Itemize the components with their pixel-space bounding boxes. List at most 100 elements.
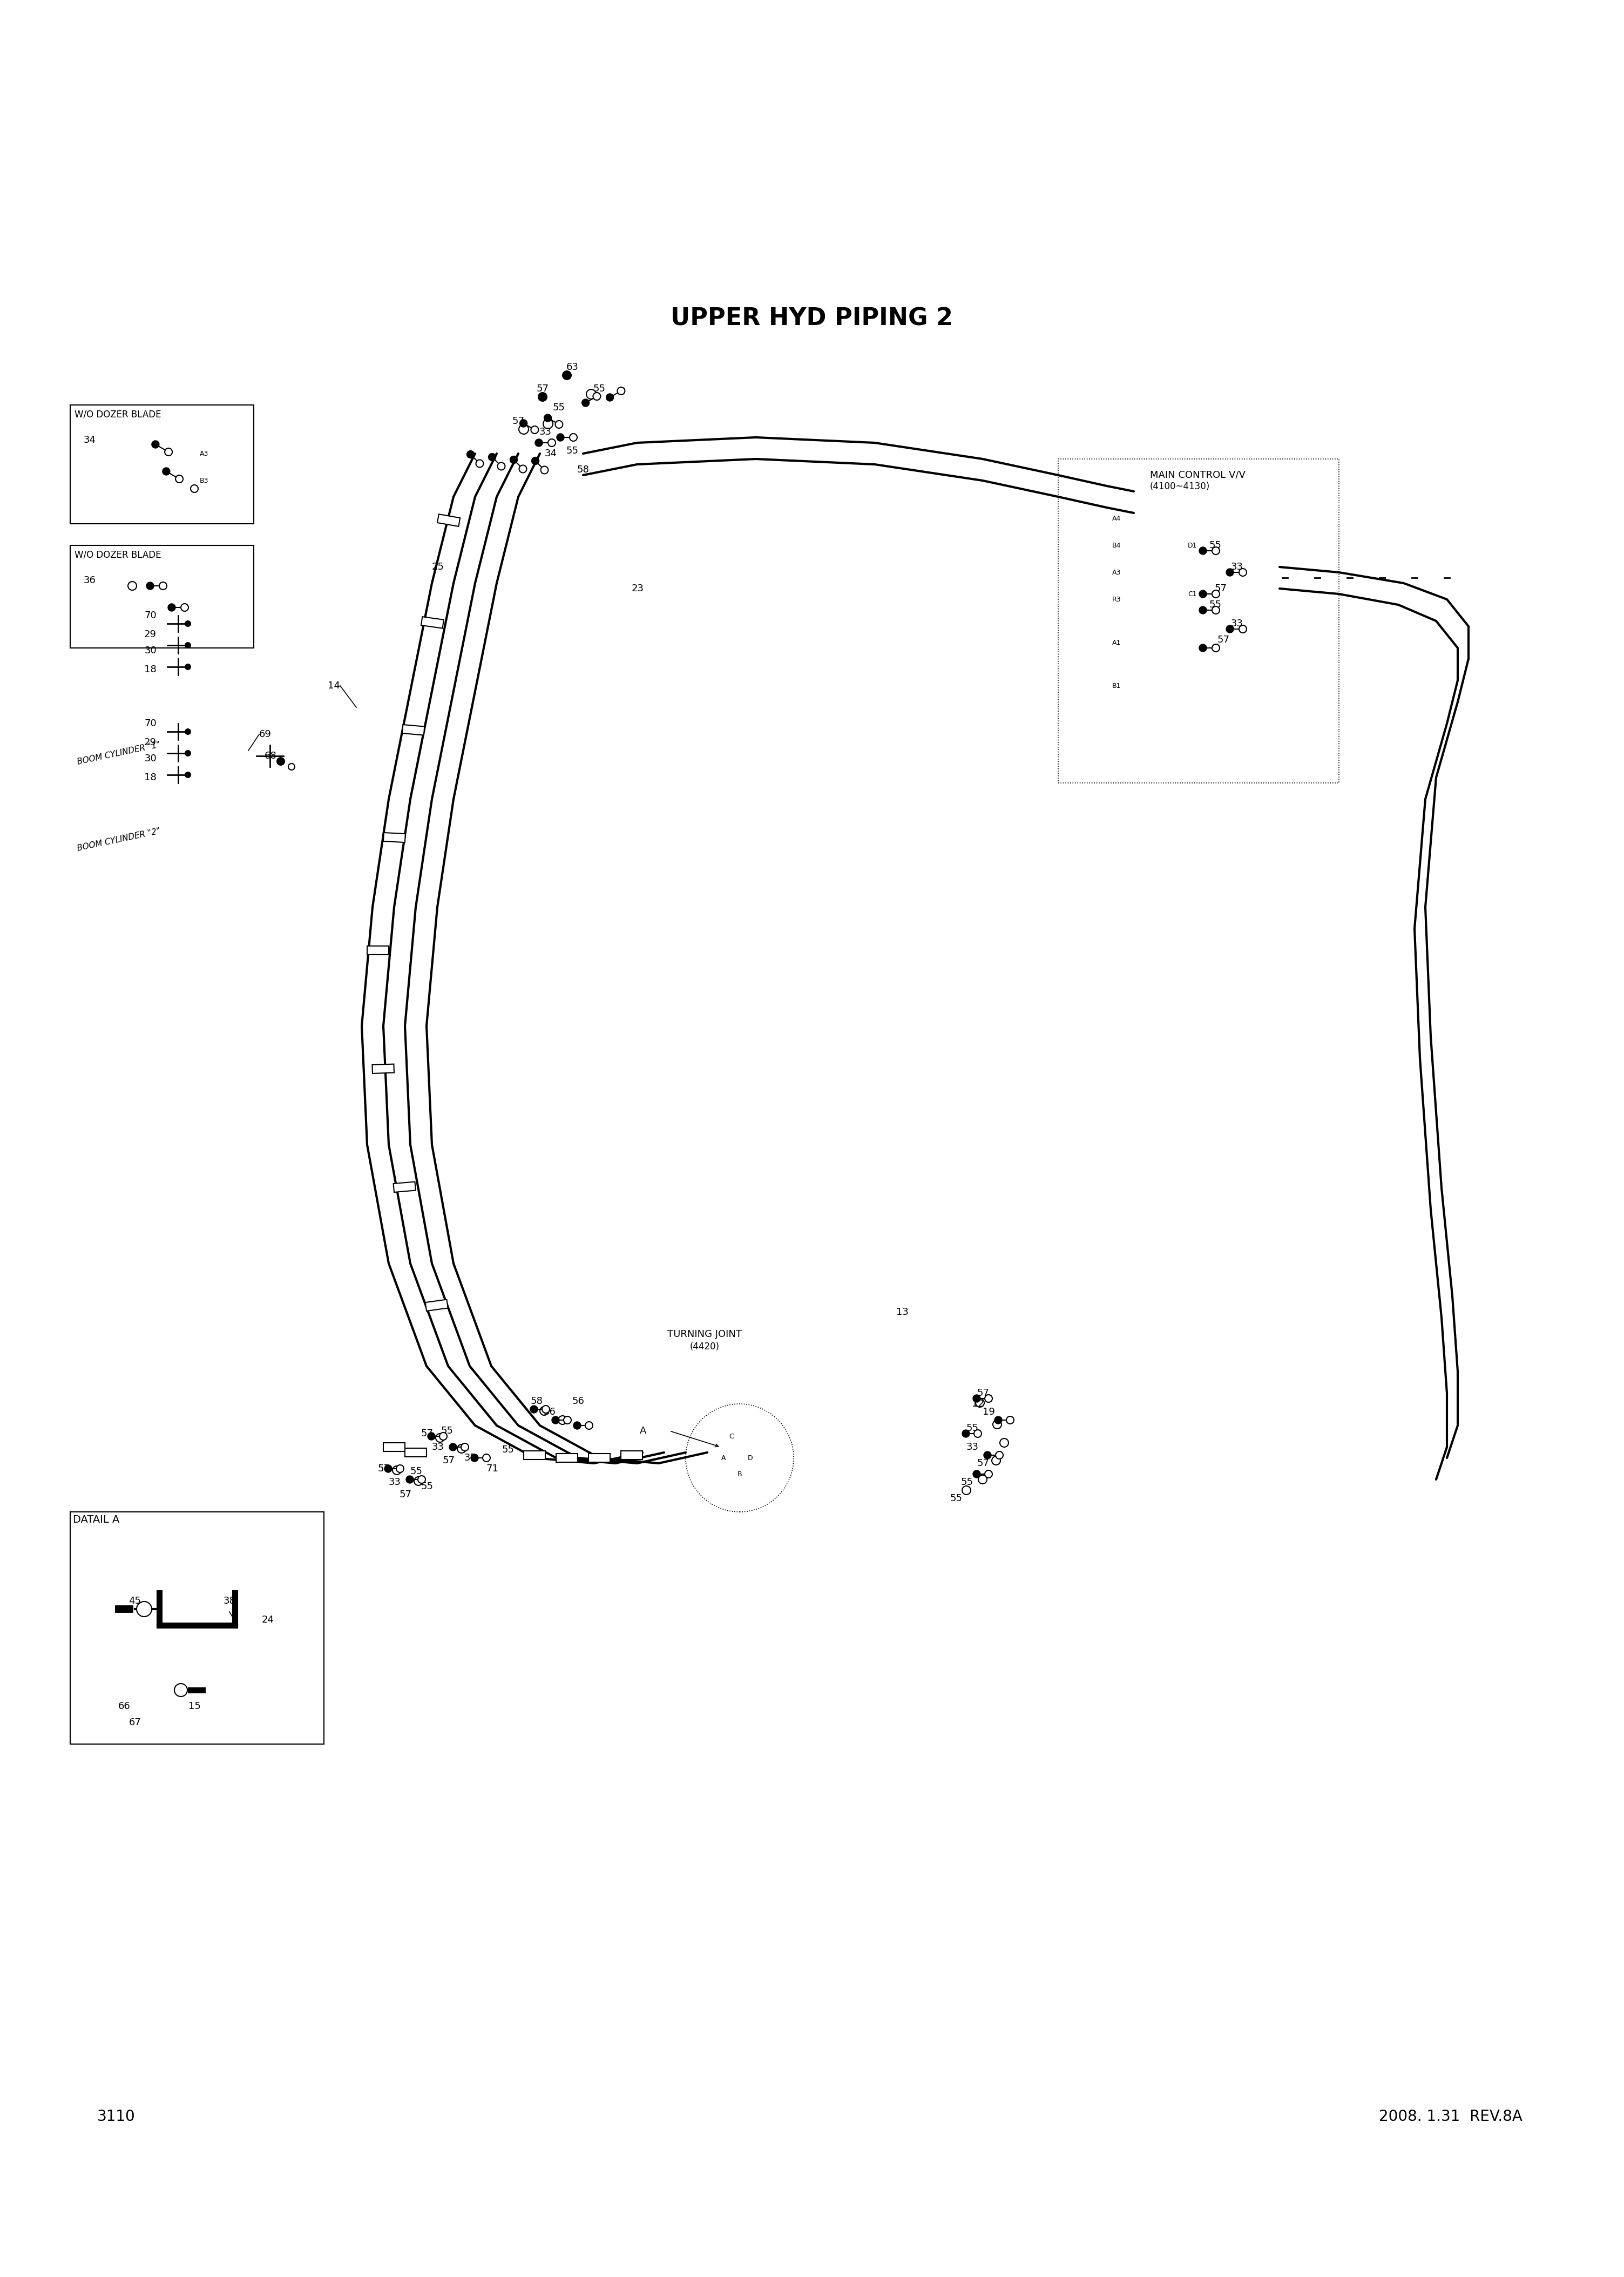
Circle shape — [1226, 569, 1234, 576]
Text: 57: 57 — [978, 1460, 989, 1469]
Bar — [425, 1300, 448, 1312]
Circle shape — [547, 439, 555, 446]
Circle shape — [1199, 644, 1207, 651]
Bar — [404, 1448, 427, 1457]
Text: A1: A1 — [1112, 640, 1121, 647]
Text: MAIN CONTROL V/V: MAIN CONTROL V/V — [1150, 469, 1246, 480]
Text: 57: 57 — [443, 1455, 455, 1466]
Text: 68: 68 — [265, 751, 276, 761]
Circle shape — [552, 1416, 559, 1423]
Bar — [393, 1182, 416, 1193]
Circle shape — [466, 451, 474, 458]
Circle shape — [606, 394, 614, 401]
Text: 55: 55 — [567, 446, 578, 455]
Circle shape — [167, 603, 175, 610]
Text: 19: 19 — [983, 1407, 996, 1416]
Circle shape — [961, 1430, 970, 1437]
Text: 58: 58 — [531, 1396, 542, 1407]
Text: D1: D1 — [1187, 542, 1197, 549]
Circle shape — [973, 1471, 981, 1478]
Text: 55: 55 — [966, 1423, 979, 1432]
Circle shape — [531, 426, 539, 433]
Text: UPPER HYD PIPING 2: UPPER HYD PIPING 2 — [671, 307, 953, 330]
Text: A3: A3 — [1112, 569, 1121, 576]
Circle shape — [417, 1475, 425, 1482]
Circle shape — [996, 1450, 1004, 1460]
Text: 57: 57 — [512, 417, 525, 426]
Circle shape — [974, 1430, 981, 1437]
Circle shape — [562, 371, 572, 380]
Circle shape — [581, 398, 590, 408]
Text: 55: 55 — [593, 385, 606, 394]
Text: W/O DOZER BLADE: W/O DOZER BLADE — [75, 549, 161, 560]
Circle shape — [617, 387, 625, 394]
Text: 33: 33 — [966, 1441, 979, 1453]
Text: 29: 29 — [145, 738, 156, 747]
Circle shape — [534, 439, 542, 446]
Text: 55: 55 — [552, 403, 565, 412]
Text: 13: 13 — [896, 1307, 908, 1316]
Bar — [437, 515, 460, 526]
Text: 57: 57 — [378, 1464, 390, 1473]
Text: 34: 34 — [544, 449, 557, 458]
Bar — [372, 1063, 395, 1072]
Circle shape — [450, 1444, 456, 1450]
Text: 33: 33 — [1231, 562, 1244, 572]
Text: (4420): (4420) — [690, 1341, 719, 1353]
Text: 25: 25 — [432, 562, 445, 572]
Bar — [620, 1450, 643, 1460]
Circle shape — [185, 619, 192, 626]
Text: 55: 55 — [1210, 599, 1221, 610]
Text: 66: 66 — [119, 1701, 130, 1710]
Text: 33: 33 — [432, 1441, 445, 1453]
Circle shape — [136, 1601, 151, 1617]
Circle shape — [185, 663, 192, 669]
Text: 67: 67 — [128, 1717, 141, 1728]
Circle shape — [538, 392, 547, 401]
Circle shape — [541, 467, 549, 474]
Text: 57: 57 — [1218, 635, 1229, 644]
Circle shape — [1239, 569, 1247, 576]
Circle shape — [146, 583, 154, 590]
Circle shape — [476, 460, 484, 467]
Text: 33: 33 — [1231, 619, 1244, 628]
Text: A3: A3 — [200, 451, 208, 458]
Circle shape — [185, 749, 192, 756]
Circle shape — [544, 414, 552, 421]
Text: 55: 55 — [421, 1482, 434, 1491]
Circle shape — [973, 1396, 981, 1403]
Text: 55: 55 — [961, 1478, 973, 1487]
Bar — [421, 617, 443, 628]
Circle shape — [542, 1405, 549, 1414]
Circle shape — [185, 772, 192, 779]
Circle shape — [520, 419, 528, 428]
Circle shape — [427, 1432, 435, 1439]
Text: A: A — [640, 1425, 646, 1437]
Circle shape — [162, 467, 171, 476]
Circle shape — [440, 1432, 447, 1439]
Circle shape — [1199, 606, 1207, 615]
Circle shape — [555, 421, 564, 428]
Circle shape — [276, 756, 286, 765]
Bar — [70, 405, 253, 524]
Text: 70: 70 — [145, 720, 156, 729]
Text: C1: C1 — [1187, 590, 1197, 597]
Circle shape — [531, 458, 539, 465]
Text: A4: A4 — [1112, 515, 1121, 521]
Text: C: C — [729, 1432, 734, 1439]
Circle shape — [497, 462, 505, 469]
Circle shape — [180, 603, 188, 610]
Text: 34: 34 — [84, 435, 96, 444]
Text: 45: 45 — [128, 1596, 141, 1605]
Text: 24: 24 — [261, 1614, 274, 1626]
Text: 55: 55 — [502, 1446, 515, 1455]
Text: 57: 57 — [536, 385, 549, 394]
Bar — [555, 1453, 578, 1462]
Text: 71: 71 — [486, 1464, 499, 1473]
Circle shape — [984, 1450, 991, 1460]
Circle shape — [185, 729, 192, 735]
Text: 30: 30 — [145, 754, 156, 763]
Circle shape — [489, 453, 495, 460]
Bar — [588, 1453, 611, 1462]
Text: B: B — [737, 1471, 742, 1478]
